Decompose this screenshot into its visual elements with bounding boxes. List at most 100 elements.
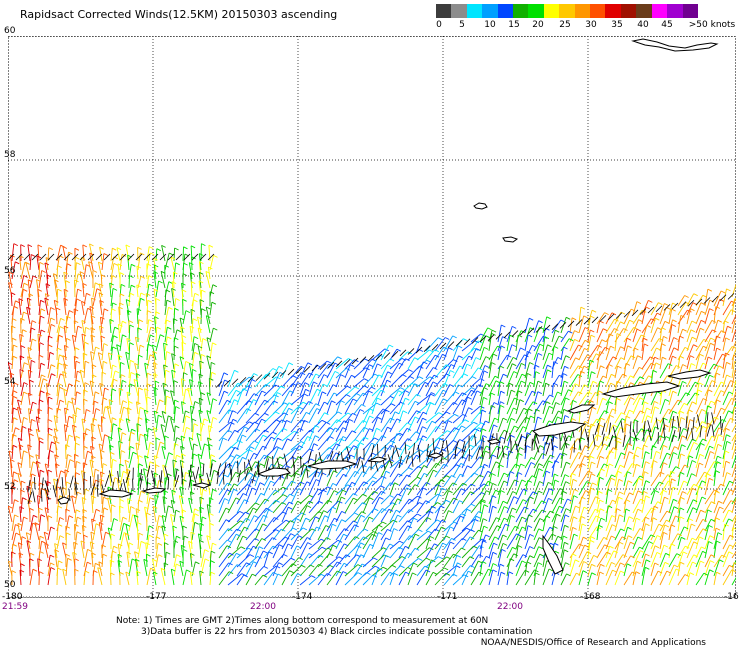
wind-vector-tick bbox=[460, 488, 466, 492]
wind-vector-tick bbox=[74, 453, 79, 457]
wind-vector bbox=[623, 508, 627, 523]
wind-vector-tick bbox=[235, 497, 241, 501]
wind-vector bbox=[578, 561, 584, 577]
wind-vector bbox=[37, 244, 40, 262]
wind-vector-tick bbox=[388, 460, 394, 464]
wind-vector bbox=[245, 556, 258, 568]
wind-vector bbox=[686, 541, 695, 559]
wind-vector-tick bbox=[313, 443, 319, 447]
wind-vector bbox=[56, 326, 61, 343]
wind-vector-tick bbox=[625, 362, 631, 366]
wind-vector-tick bbox=[200, 353, 206, 357]
wind-vector-tick bbox=[112, 458, 117, 462]
wind-vector bbox=[641, 491, 645, 505]
wind-vector-tick bbox=[612, 499, 617, 503]
wind-vector-tick bbox=[376, 427, 381, 431]
wind-vector-tick bbox=[31, 338, 37, 342]
wind-vector bbox=[605, 408, 613, 424]
wind-vector bbox=[560, 381, 565, 397]
wind-vector-tick bbox=[27, 499, 33, 503]
flagged-vector bbox=[139, 469, 143, 482]
wind-vector-tick bbox=[163, 562, 169, 566]
wind-vector bbox=[551, 410, 559, 424]
wind-vector bbox=[206, 535, 211, 550]
colorbar-segment bbox=[513, 4, 529, 18]
wind-vector bbox=[533, 336, 544, 352]
wind-vector bbox=[308, 408, 318, 424]
wind-vector bbox=[605, 515, 613, 532]
wind-vector bbox=[56, 505, 59, 523]
wind-vector bbox=[290, 428, 300, 442]
wind-vector bbox=[488, 417, 495, 433]
wind-vector-tick bbox=[627, 471, 632, 475]
wind-vector bbox=[299, 389, 306, 406]
wind-vector-tick bbox=[473, 472, 479, 476]
wind-vector bbox=[614, 508, 618, 523]
wind-vector-tick bbox=[188, 497, 193, 501]
wind-vector bbox=[398, 552, 409, 568]
wind-vector-tick bbox=[297, 500, 302, 504]
wind-vector-tick bbox=[22, 497, 27, 501]
colorbar-segment bbox=[590, 4, 606, 18]
wind-vector-tick bbox=[140, 297, 145, 301]
wind-vector bbox=[731, 340, 736, 352]
wind-vector bbox=[578, 421, 586, 433]
wind-vector-tick bbox=[182, 298, 187, 302]
wind-vector-tick bbox=[306, 465, 312, 469]
wind-vector-tick bbox=[30, 254, 36, 257]
wind-vector-tick bbox=[242, 493, 248, 496]
wind-vector bbox=[20, 391, 25, 406]
wind-vector-tick bbox=[693, 293, 698, 297]
wind-vector-tick bbox=[189, 362, 194, 366]
wind-vector-tick bbox=[353, 445, 358, 449]
wind-vector-tick bbox=[194, 521, 199, 525]
wind-vector-tick bbox=[371, 442, 376, 446]
wind-vector bbox=[9, 372, 13, 388]
wind-vector-tick bbox=[76, 262, 81, 266]
wind-vector-tick bbox=[487, 470, 492, 474]
wind-vector bbox=[74, 509, 77, 523]
wind-vector bbox=[614, 562, 621, 577]
wind-vector-tick bbox=[201, 289, 206, 293]
wind-vector-tick bbox=[179, 515, 185, 519]
wind-vector bbox=[88, 261, 94, 280]
wind-vector-tick bbox=[684, 545, 690, 549]
wind-vector-tick bbox=[264, 429, 269, 433]
wind-vector bbox=[641, 343, 645, 361]
wind-vector-tick bbox=[658, 302, 663, 306]
wind-vector bbox=[569, 330, 575, 343]
wind-vector bbox=[416, 376, 430, 388]
wind-vector bbox=[677, 444, 683, 460]
wind-vector-tick bbox=[85, 428, 91, 432]
wind-vector-tick bbox=[450, 364, 456, 367]
wind-vector bbox=[74, 461, 77, 478]
wind-vector-tick bbox=[520, 535, 525, 539]
wind-vector bbox=[18, 298, 22, 316]
wind-vector bbox=[326, 411, 339, 424]
wind-vector bbox=[119, 400, 124, 415]
wind-vector bbox=[659, 519, 667, 532]
wind-vector bbox=[290, 382, 299, 397]
wind-vector-tick bbox=[62, 371, 67, 374]
wind-vector-tick bbox=[713, 363, 719, 367]
wind-vector-tick bbox=[132, 451, 138, 455]
wind-vector bbox=[380, 371, 389, 388]
wind-vector bbox=[110, 518, 115, 532]
wind-vector bbox=[659, 307, 667, 325]
wind-vector-tick bbox=[697, 389, 703, 393]
wind-vector-tick bbox=[188, 437, 194, 440]
wind-vector bbox=[488, 380, 497, 397]
wind-vector-tick bbox=[602, 375, 608, 379]
wind-vector bbox=[335, 358, 349, 370]
wind-vector bbox=[551, 391, 558, 406]
wind-vector bbox=[560, 542, 565, 559]
wind-vector bbox=[434, 556, 447, 568]
wind-vector-tick bbox=[154, 316, 159, 320]
wind-vector bbox=[659, 462, 664, 478]
wind-vector bbox=[11, 514, 15, 532]
wind-vector-tick bbox=[720, 390, 726, 394]
wind-vector-tick bbox=[200, 422, 205, 426]
wind-vector-tick bbox=[718, 365, 723, 369]
wind-vector-tick bbox=[630, 375, 635, 379]
wind-vector bbox=[488, 424, 494, 442]
